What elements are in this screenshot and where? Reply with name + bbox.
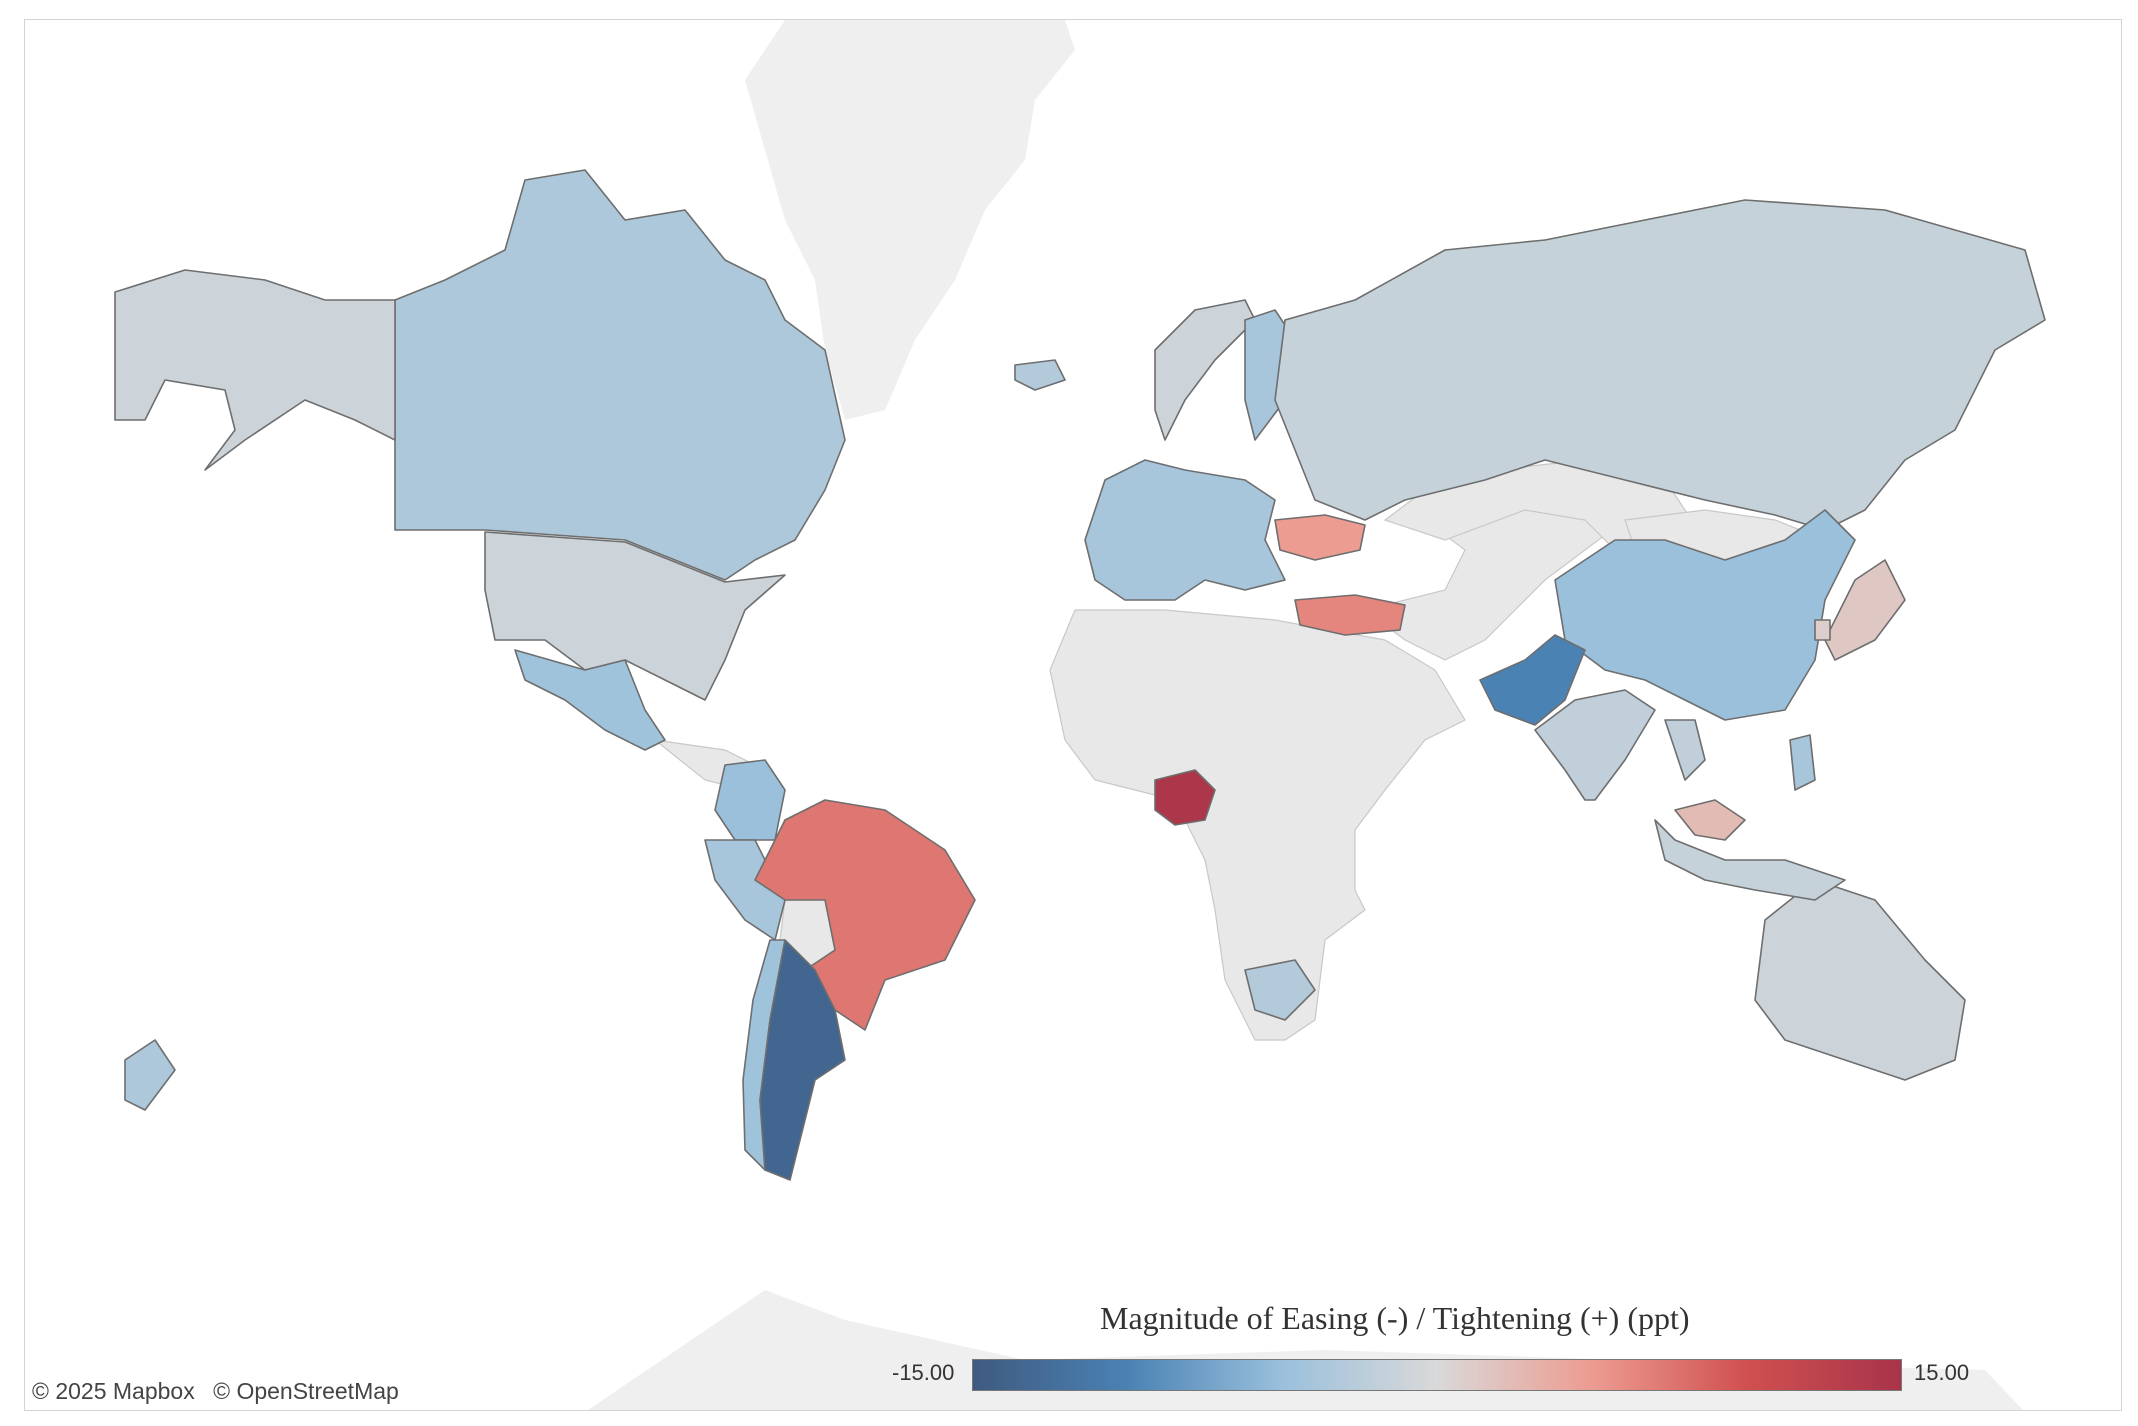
africa-shape (1049, 609, 1466, 1041)
region-australia[interactable]: Australia (1754, 879, 1966, 1081)
region-south-korea[interactable]: South Korea (1814, 619, 1831, 641)
region-nigeria[interactable]: Nigeria (1154, 769, 1216, 826)
world-map[interactable]: CanadaUnited States Alaska Mexico Colombia P… (25, 20, 2122, 1411)
region-pakistan[interactable]: Pakistan (1479, 634, 1586, 726)
region-philippines[interactable]: Philippines (1789, 734, 1816, 791)
legend-max-label: 15.00 (1914, 1360, 1970, 1385)
mapbox-attribution[interactable]: © 2025 Mapbox (32, 1378, 195, 1404)
region-ukraine[interactable]: Ukraine (1274, 514, 1366, 561)
region-indonesia[interactable]: Indonesia (1654, 819, 1846, 901)
region-iceland[interactable]: Iceland (1014, 359, 1066, 391)
legend-min-label: -15.00 (892, 1360, 955, 1385)
region-russia[interactable]: Russia (1274, 199, 2046, 531)
region-argentina[interactable]: Argentina (759, 939, 846, 1181)
region-thailand[interactable]: Thailand (1664, 719, 1706, 781)
region-south-africa[interactable]: South Africa (1244, 959, 1316, 1021)
region-new-zealand[interactable]: New Zealand (124, 1039, 176, 1111)
region-turkey[interactable]: Turkey (1294, 594, 1406, 636)
legend-title: Magnitude of Easing (-) / Tightening (+)… (1100, 1300, 1690, 1336)
region-india[interactable]: India (1534, 689, 1656, 801)
legend-color-ramp (972, 1359, 1902, 1391)
region-united-states[interactable]: United States (484, 531, 786, 701)
osm-attribution[interactable]: © OpenStreetMap (213, 1378, 399, 1404)
map-attribution[interactable]: © 2025 Mapbox © OpenStreetMap (32, 1378, 411, 1405)
map-frame: CanadaUnited States Alaska Mexico Colombia P… (24, 19, 2122, 1411)
greenland-shape (745, 20, 1075, 420)
region-malaysia[interactable]: Malaysia (1674, 799, 1746, 841)
region-alaska[interactable]: Alaska (114, 269, 396, 471)
region-norway[interactable]: Norway (1154, 299, 1256, 441)
region-colombia[interactable]: Colombia (714, 759, 786, 841)
region-mexico[interactable]: Mexico (514, 649, 666, 751)
region-europe[interactable]: Europe (1084, 459, 1286, 601)
region-canada[interactable]: Canada (394, 169, 846, 581)
